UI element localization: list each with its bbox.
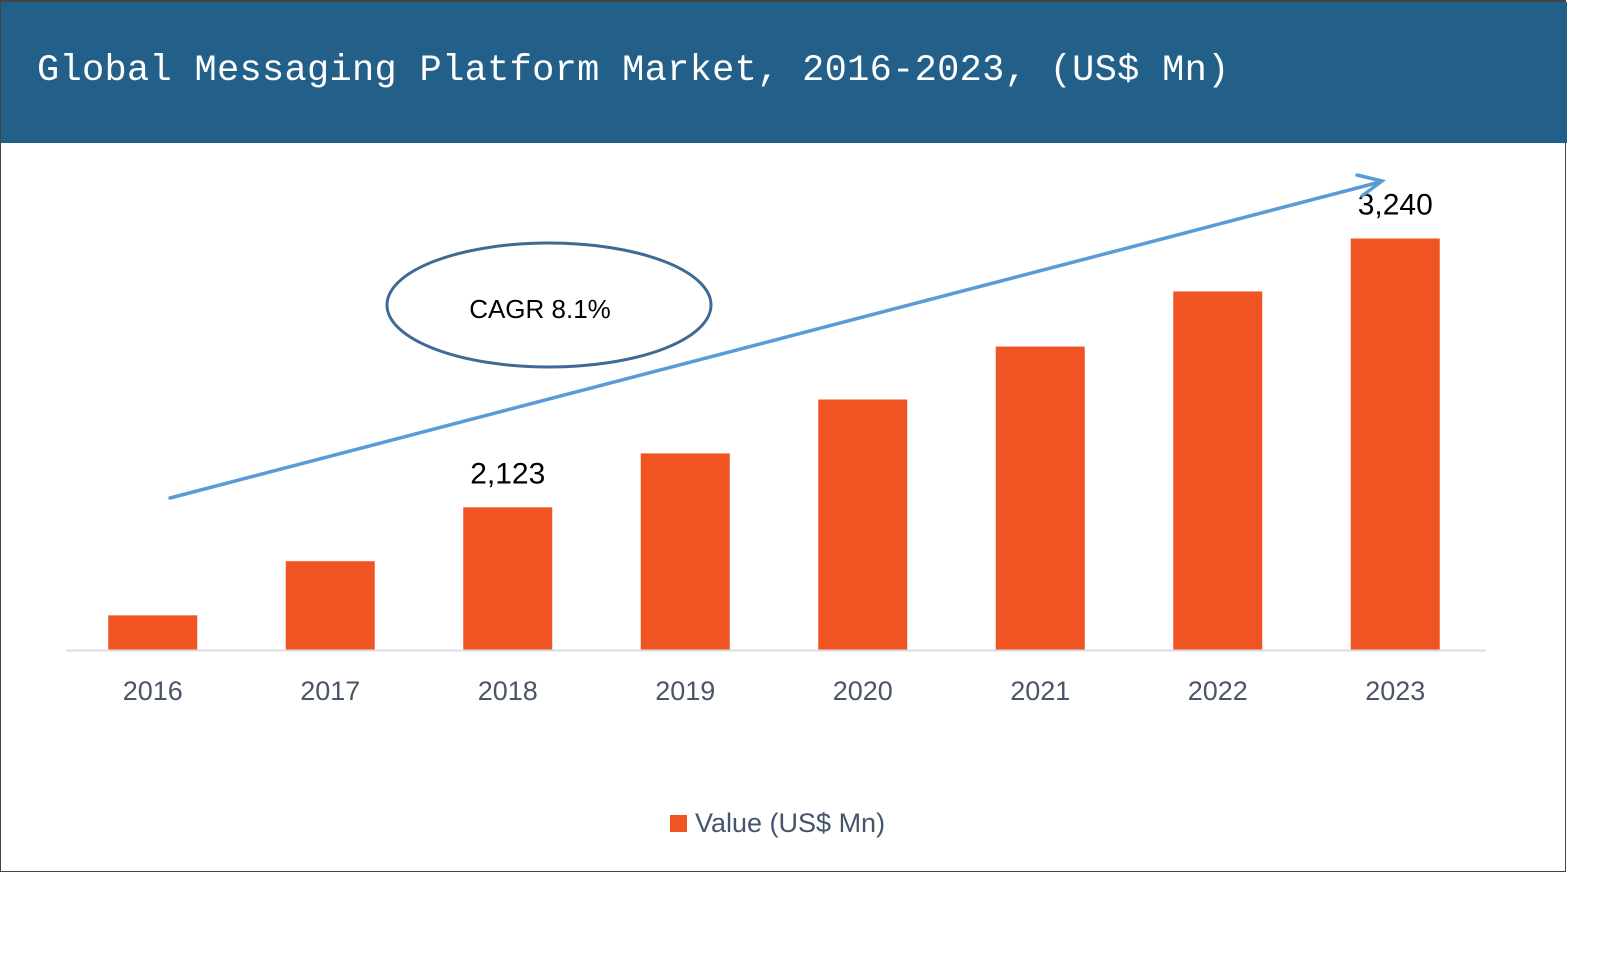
x-tick-label: 2016: [123, 676, 183, 706]
legend-label: Value (US$ Mn): [695, 808, 885, 838]
bar-2021: [995, 346, 1085, 650]
bar-2017: [285, 561, 375, 650]
trend-arrow: [168, 173, 1387, 500]
x-tick-label: 2023: [1365, 676, 1425, 706]
chart-title: Global Messaging Platform Market, 2016-2…: [37, 50, 1230, 92]
x-tick-label: 2018: [478, 676, 538, 706]
bar-2018: [463, 507, 553, 650]
data-label-2023: 3,240: [1358, 189, 1433, 222]
x-tick-label: 2022: [1188, 676, 1248, 706]
cagr-ellipse: [385, 241, 713, 369]
x-tick-label: 2017: [300, 676, 360, 706]
title-banner: Global Messaging Platform Market, 2016-2…: [1, 2, 1567, 143]
bar-2022: [1173, 291, 1263, 650]
chart-frame: [0, 0, 1566, 872]
bar-2016: [108, 615, 198, 650]
data-label-2018: 2,123: [470, 457, 545, 490]
cagr-label: CAGR 8.1%: [469, 294, 611, 324]
x-tick-label: 2020: [833, 676, 893, 706]
bar-2019: [640, 453, 730, 650]
x-tick-label: 2021: [1010, 676, 1070, 706]
legend-swatch: [670, 815, 687, 832]
bar-2023: [1350, 238, 1440, 650]
x-tick-label: 2019: [655, 676, 715, 706]
bar-2020: [818, 399, 908, 650]
